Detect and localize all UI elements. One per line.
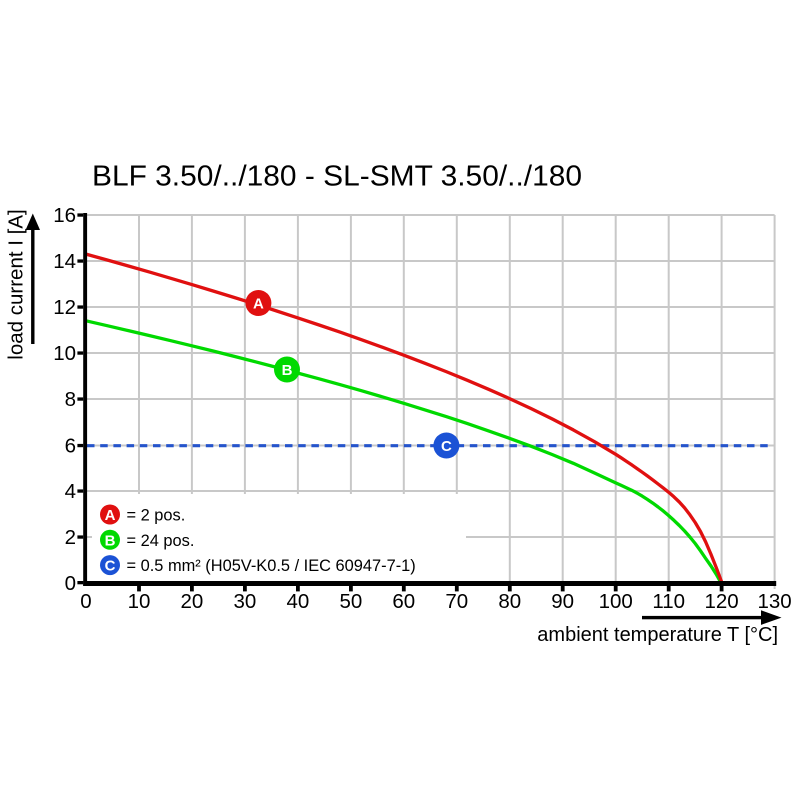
svg-text:= 24 pos.: = 24 pos. [127,532,195,550]
svg-text:12: 12 [53,296,76,319]
svg-text:90: 90 [551,590,574,613]
svg-text:100: 100 [599,590,633,613]
svg-text:130: 130 [757,590,791,613]
svg-text:10: 10 [53,342,76,365]
svg-text:B: B [105,532,116,549]
svg-text:= 0.5 mm² (H05V-K0.5 / IEC 609: = 0.5 mm² (H05V-K0.5 / IEC 60947-7-1) [127,557,416,575]
svg-text:0: 0 [65,572,76,595]
svg-text:4: 4 [65,480,76,503]
svg-text:80: 80 [498,590,521,613]
svg-text:C: C [105,558,116,575]
svg-text:60: 60 [392,590,415,613]
svg-text:A: A [253,295,264,312]
svg-text:10: 10 [128,590,151,613]
svg-text:C: C [441,438,452,455]
svg-text:BLF 3.50/../180 - SL-SMT 3.50/: BLF 3.50/../180 - SL-SMT 3.50/../180 [92,161,582,193]
svg-text:B: B [282,362,293,379]
svg-text:110: 110 [652,590,685,613]
svg-text:2: 2 [65,526,76,549]
svg-text:70: 70 [445,590,468,613]
svg-text:6: 6 [65,435,76,458]
svg-text:30: 30 [233,590,256,613]
svg-text:16: 16 [53,204,76,227]
svg-text:120: 120 [704,590,738,613]
svg-text:50: 50 [339,590,362,613]
svg-text:40: 40 [286,590,309,613]
svg-text:20: 20 [180,590,203,613]
svg-text:8: 8 [65,388,76,411]
svg-text:0: 0 [80,590,91,613]
svg-text:= 2 pos.: = 2 pos. [127,507,186,525]
svg-text:ambient temperature T [°C]: ambient temperature T [°C] [537,624,778,646]
svg-text:A: A [105,507,116,524]
svg-text:load current I [A]: load current I [A] [5,209,28,359]
svg-text:14: 14 [53,250,76,273]
